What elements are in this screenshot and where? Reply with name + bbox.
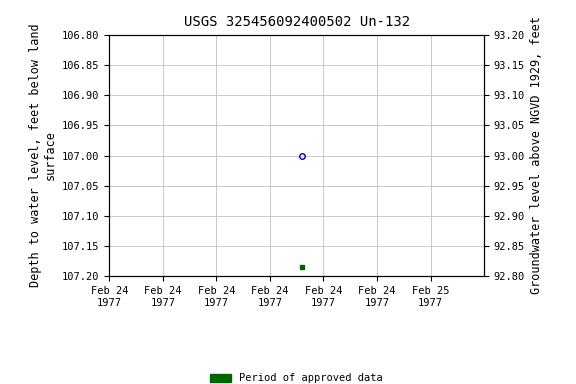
Legend: Period of approved data: Period of approved data	[206, 369, 387, 384]
Title: USGS 325456092400502 Un-132: USGS 325456092400502 Un-132	[184, 15, 410, 29]
Y-axis label: Depth to water level, feet below land
surface: Depth to water level, feet below land su…	[29, 24, 56, 287]
Y-axis label: Groundwater level above NGVD 1929, feet: Groundwater level above NGVD 1929, feet	[530, 17, 543, 295]
